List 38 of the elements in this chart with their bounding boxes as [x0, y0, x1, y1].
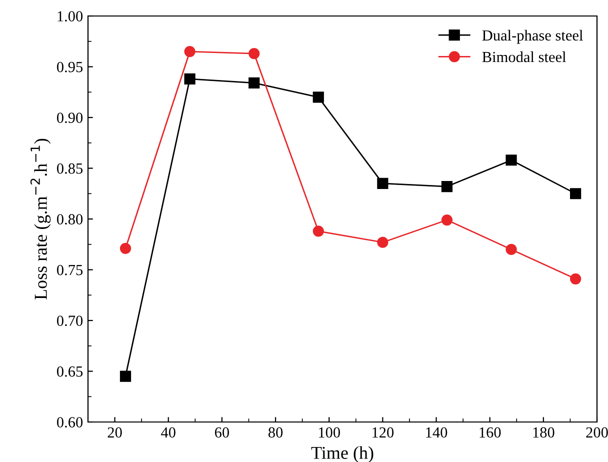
point: [377, 236, 388, 248]
point: [184, 73, 196, 84]
point: [312, 92, 324, 103]
point: [120, 370, 132, 382]
y-tick-label: 0.80: [56, 214, 83, 225]
y-tick-label: 0.60: [56, 417, 83, 428]
y-tick-label: 0.75: [56, 264, 83, 276]
x-tick-label: 120: [372, 427, 394, 438]
point: [441, 180, 453, 192]
point: [570, 188, 582, 200]
x-tick-label: 160: [480, 427, 501, 438]
point: [506, 244, 517, 256]
point: [377, 178, 388, 190]
y-tick-label: 0.70: [56, 316, 83, 326]
x-tick-label: 20: [108, 427, 122, 438]
x-tick-label: 80: [268, 427, 283, 438]
y-axis-title: Loss rate (g.m$^{−2}$.h$^{−1}$): [30, 138, 51, 300]
y-tick-label: 1.00: [58, 11, 83, 22]
x-tick-label: 180: [533, 427, 554, 438]
point: [120, 242, 132, 254]
x-tick-label: 60: [214, 427, 230, 438]
x-tick-label: 40: [161, 427, 176, 438]
y-tick-label: 0.65: [56, 366, 83, 377]
y-tick-label: 0.85: [56, 163, 83, 174]
y-tick-label: 0.90: [56, 112, 83, 124]
x-tick-label: 140: [426, 427, 448, 438]
point: [248, 77, 260, 89]
x-tick-label: 200: [586, 427, 608, 438]
point: [441, 214, 453, 226]
legend-label: Dual-phase steel: [482, 30, 583, 44]
y-tick-label: 0.95: [56, 62, 83, 72]
legend-label: Bimodal steel: [482, 51, 566, 62]
point: [312, 226, 324, 237]
point: [248, 48, 260, 60]
x-tick-label: 100: [318, 427, 340, 438]
point: [570, 273, 582, 284]
point: [184, 46, 196, 58]
point: [506, 154, 517, 166]
